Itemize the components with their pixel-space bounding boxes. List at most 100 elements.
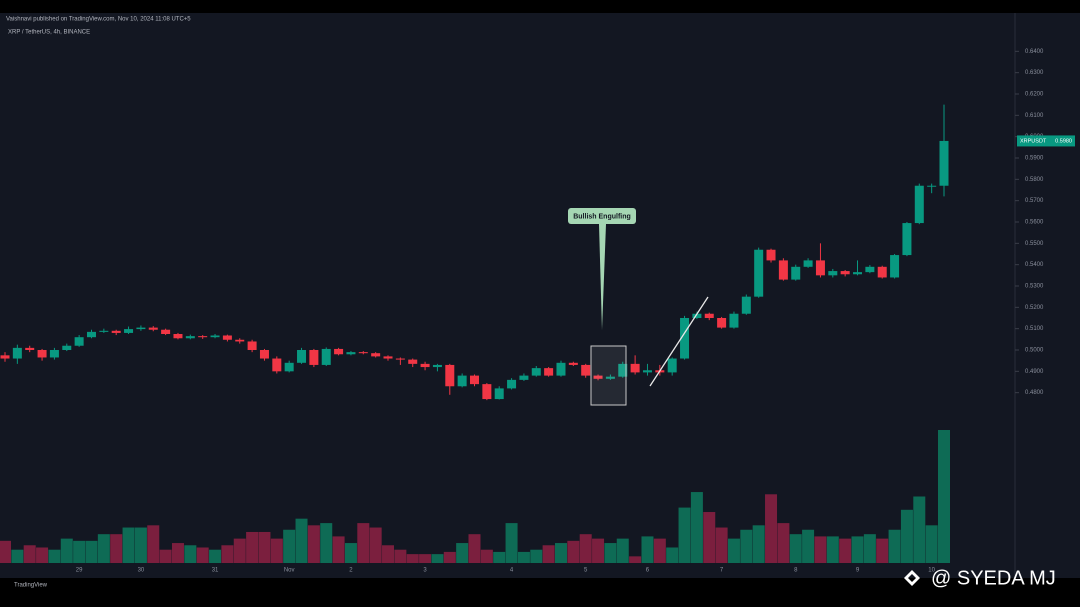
candle-body — [148, 327, 158, 330]
volume-bar — [382, 545, 395, 563]
candle-body — [704, 313, 714, 318]
y-tick-label: 0.5200 — [1025, 305, 1044, 311]
candle-body — [927, 185, 937, 187]
candle-body — [124, 329, 134, 333]
candle-body — [321, 348, 331, 365]
volume-bar — [517, 551, 530, 563]
volume-bar — [295, 518, 308, 563]
candle-body — [37, 350, 47, 358]
volume-bar — [900, 509, 913, 563]
candle-body — [297, 350, 307, 363]
candle-body — [420, 363, 430, 368]
volume-bar — [11, 549, 24, 563]
x-tick-label: 29 — [76, 568, 83, 574]
candle-body — [890, 255, 900, 278]
candle-body — [519, 375, 529, 380]
candle-body — [272, 358, 282, 372]
candle-body — [568, 362, 578, 365]
volume-bar — [159, 549, 172, 563]
candle-body — [309, 350, 319, 365]
candle-body — [581, 364, 591, 376]
candle-body — [395, 358, 405, 360]
candle-body — [877, 266, 887, 278]
candle-body — [49, 350, 59, 358]
volume-bar — [863, 534, 876, 563]
candle-body — [667, 358, 677, 373]
candle-body — [507, 379, 517, 389]
volume-bar — [727, 538, 740, 563]
candle-body — [247, 341, 257, 350]
x-tick-label: 2 — [349, 568, 353, 574]
x-tick-label: 6 — [646, 568, 650, 574]
candle-body — [235, 339, 245, 342]
volume-bar — [493, 551, 506, 563]
y-tick-label: 0.5400 — [1025, 262, 1044, 268]
volume-bar — [505, 523, 518, 563]
volume-bar — [332, 536, 345, 563]
volume-bar — [703, 512, 716, 563]
volume-bar — [23, 545, 36, 563]
candle-body — [556, 362, 566, 376]
candle-body — [25, 347, 35, 350]
trend-line — [649, 296, 709, 387]
candle-body — [741, 296, 751, 314]
candle-body — [482, 384, 492, 400]
y-tick-label: 0.5900 — [1025, 156, 1044, 162]
volume-bar — [456, 543, 469, 563]
volume-bar — [270, 538, 283, 563]
header: Vaishnavi published on TradingView.com, … — [6, 17, 191, 23]
candle-body — [432, 364, 442, 368]
engulfing-box — [590, 345, 627, 406]
candle-body — [828, 271, 838, 276]
y-tick-label: 0.5700 — [1025, 198, 1044, 204]
candle-body — [791, 266, 801, 280]
callout-pointer — [599, 224, 606, 330]
volume-bar — [542, 545, 555, 563]
x-tick-label: 3 — [423, 568, 427, 574]
volume-bar — [134, 527, 147, 563]
candle-body — [457, 375, 467, 387]
volume-bar — [369, 527, 382, 563]
candle-body — [0, 355, 10, 359]
volume-bar — [85, 540, 98, 563]
chart-background — [0, 13, 1080, 578]
candle-body — [853, 272, 863, 275]
candle-body — [717, 318, 727, 328]
volume-bar — [851, 536, 864, 563]
candle-body — [778, 260, 788, 280]
candle-body — [383, 356, 393, 359]
candle-body — [840, 271, 850, 275]
volume-bar — [530, 549, 543, 563]
candle-body — [618, 363, 628, 377]
candle-body — [74, 337, 84, 346]
volume-bar — [925, 525, 938, 563]
volume-bar — [752, 525, 765, 563]
volume-bar — [184, 545, 197, 563]
y-tick-label: 0.6200 — [1025, 92, 1044, 98]
volume-bar — [653, 538, 666, 563]
candle-body — [222, 335, 232, 340]
volume-bar — [221, 545, 234, 563]
y-tick-label: 0.5500 — [1025, 241, 1044, 247]
candle-body — [865, 266, 875, 273]
candle-body — [161, 329, 171, 334]
watermark-logo — [904, 570, 920, 586]
y-tick-label: 0.5300 — [1025, 284, 1044, 290]
volume-bar — [554, 543, 567, 563]
candle-body — [680, 318, 690, 359]
candle-body — [729, 313, 739, 328]
candle-body — [914, 185, 924, 224]
volume-bar — [789, 534, 802, 563]
candle-body — [334, 348, 344, 355]
candle-body — [284, 362, 294, 372]
chart-title: XRP / TetherUS, 4h, BINANCE — [8, 30, 90, 36]
annotation: Bullish Engulfing — [573, 213, 631, 220]
volume-bar — [60, 538, 73, 563]
volume-bar — [814, 536, 827, 563]
volume-bar — [171, 543, 184, 563]
candle-body — [371, 353, 381, 357]
volume-bar — [839, 538, 852, 563]
x-tick-label: 9 — [856, 568, 860, 574]
y-tick-label: 0.6100 — [1025, 113, 1044, 119]
